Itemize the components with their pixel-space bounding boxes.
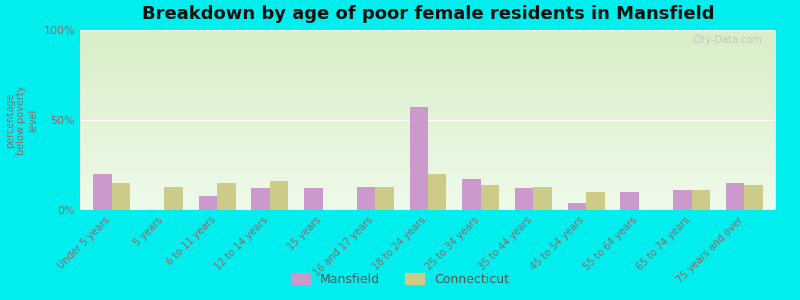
Bar: [692, 190, 710, 210]
Bar: [375, 187, 394, 210]
Title: Breakdown by age of poor female residents in Mansfield: Breakdown by age of poor female resident…: [142, 5, 714, 23]
Legend: Mansfield, Connecticut: Mansfield, Connecticut: [286, 268, 514, 291]
Bar: [112, 183, 130, 210]
Bar: [357, 187, 375, 210]
Bar: [198, 196, 217, 210]
Bar: [93, 174, 112, 210]
Bar: [251, 188, 270, 210]
Bar: [673, 190, 692, 210]
Bar: [515, 188, 534, 210]
Bar: [481, 185, 499, 210]
Bar: [586, 192, 605, 210]
Text: City-Data.com: City-Data.com: [692, 35, 762, 45]
Bar: [164, 187, 183, 210]
Y-axis label: percentage
below poverty
level: percentage below poverty level: [5, 85, 38, 155]
Bar: [410, 107, 428, 210]
Bar: [270, 181, 288, 210]
Bar: [568, 203, 586, 210]
Bar: [462, 179, 481, 210]
Bar: [428, 174, 446, 210]
Bar: [534, 187, 552, 210]
Bar: [304, 188, 322, 210]
Bar: [621, 192, 639, 210]
Bar: [217, 183, 235, 210]
Bar: [744, 185, 763, 210]
Bar: [726, 183, 744, 210]
